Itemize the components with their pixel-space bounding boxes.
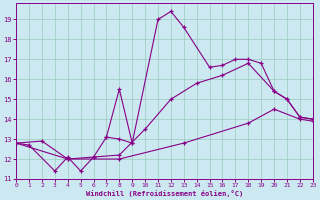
X-axis label: Windchill (Refroidissement éolien,°C): Windchill (Refroidissement éolien,°C)	[86, 190, 243, 197]
